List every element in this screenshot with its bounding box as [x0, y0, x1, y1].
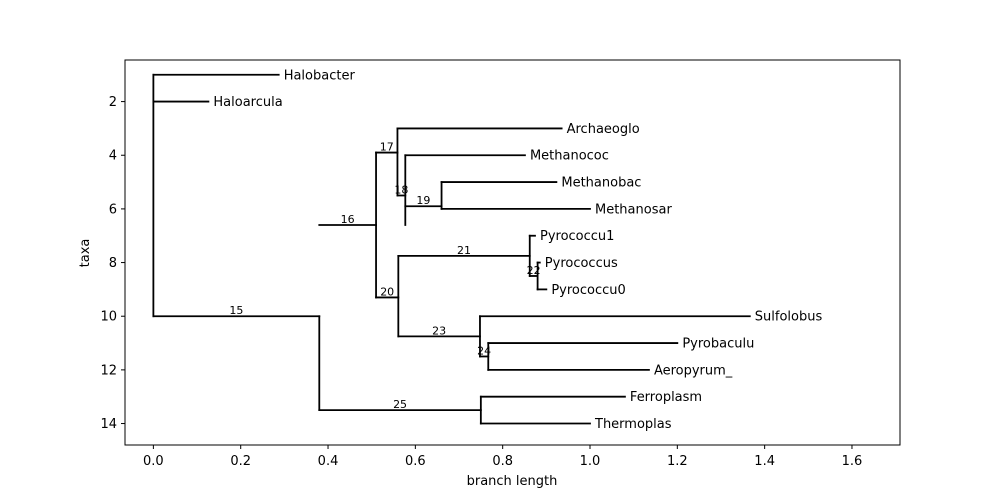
leaf-label-aeropyrum_: Aeropyrum_ [654, 363, 733, 378]
leaf-label-halobacter: Halobacter [284, 68, 356, 83]
leaf-label-archaeoglo: Archaeoglo [567, 122, 640, 137]
node-label-21: 21 [457, 244, 471, 257]
leaf-label-pyrococcus: Pyrococcus [545, 256, 618, 271]
y-tick-label: 10 [100, 310, 117, 325]
node-label-18: 18 [394, 183, 408, 196]
x-tick-label: 0.8 [492, 454, 513, 469]
x-axis: 0.0 0.2 0.4 0.6 0.8 1.0 1.2 1.4 1.6 [143, 445, 862, 469]
x-axis-label: branch length [467, 474, 558, 489]
node-label-22: 22 [527, 264, 541, 277]
y-tick-label: 6 [109, 202, 117, 217]
leaf-label-thermoplas: Thermoplas [594, 417, 672, 432]
leaf-label-haloarcula: Haloarcula [213, 95, 282, 110]
y-tick-label: 8 [109, 256, 117, 271]
y-axis-label: taxa [78, 239, 93, 268]
y-tick-label: 12 [100, 363, 117, 378]
node-label-20: 20 [380, 285, 394, 298]
x-tick-label: 0.4 [318, 454, 339, 469]
x-tick-label: 0.2 [230, 454, 251, 469]
leaf-label-sulfolobus: Sulfolobus [755, 310, 823, 325]
x-tick-label: 1.4 [754, 454, 775, 469]
y-tick-label: 14 [100, 417, 117, 432]
y-tick-label: 2 [109, 95, 117, 110]
leaf-label-methanobac: Methanobac [561, 176, 641, 191]
leaf-label-ferroplasm: Ferroplasm [630, 390, 702, 405]
node-label-25: 25 [393, 398, 407, 411]
x-tick-label: 0.6 [405, 454, 426, 469]
leaf-label-methanosar: Methanosar [595, 202, 672, 217]
x-tick-label: 0.0 [143, 454, 164, 469]
node-label-15: 15 [229, 304, 243, 317]
y-axis: 2 4 6 8 10 12 14 [100, 95, 125, 432]
node-labels: 15 16 17 18 19 20 21 22 23 24 25 [229, 141, 540, 412]
plot-frame [124, 59, 901, 446]
node-label-23: 23 [432, 324, 446, 337]
leaf-label-pyrobaculu: Pyrobaculu [682, 337, 754, 352]
node-label-24: 24 [477, 344, 491, 357]
node-label-16: 16 [341, 213, 355, 226]
node-label-19: 19 [416, 194, 430, 207]
x-tick-label: 1.0 [580, 454, 601, 469]
node-label-17: 17 [380, 141, 394, 154]
x-tick-label: 1.2 [667, 454, 688, 469]
leaf-label-methanococ: Methanococ [530, 149, 609, 164]
leaf-label-pyrococcu0: Pyrococcu0 [551, 283, 625, 298]
x-tick-label: 1.6 [842, 454, 863, 469]
y-tick-label: 4 [109, 149, 117, 164]
leaf-label-pyrococcu1: Pyrococcu1 [540, 229, 614, 244]
branches [152, 73, 751, 425]
